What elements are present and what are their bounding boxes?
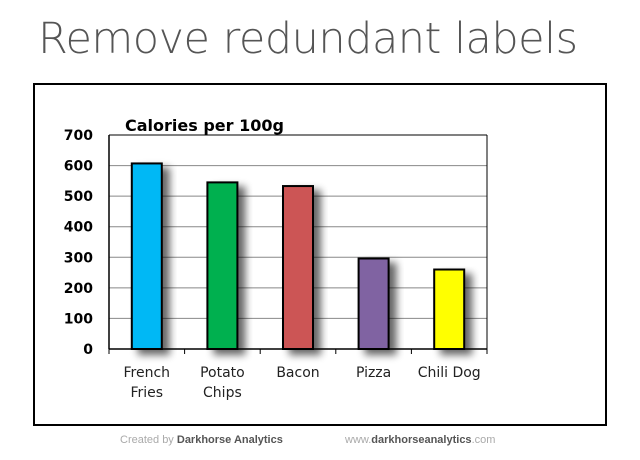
- y-tick-label: 300: [64, 250, 93, 266]
- y-tick-label: 700: [64, 128, 93, 144]
- bar-3: [357, 257, 390, 351]
- y-tick-label: 200: [64, 281, 93, 297]
- bar-2: [282, 185, 314, 350]
- slide-title: Remove redundant labels: [38, 14, 578, 64]
- y-tick-label: 400: [64, 220, 93, 236]
- y-tick-label: 0: [83, 342, 93, 358]
- bar-1: [206, 181, 239, 350]
- y-tick-label: 600: [64, 159, 93, 175]
- url-brand: darkhorseanalytics: [371, 434, 472, 446]
- footer-url: www.darkhorseanalytics.com: [345, 434, 495, 446]
- url-prefix: www.: [345, 434, 372, 446]
- url-suffix: .com: [471, 434, 496, 446]
- bar-0: [130, 162, 163, 350]
- footer-credit: Created by Darkhorse Analytics: [120, 434, 283, 446]
- x-tick-label: Chili Dog: [418, 365, 481, 381]
- x-tick-label: Bacon: [276, 365, 319, 381]
- chart-title: Calories per 100g: [125, 116, 284, 135]
- credit-brand: Darkhorse Analytics: [176, 434, 283, 446]
- credit-prefix: Created by: [120, 434, 174, 446]
- x-tick-label: French Fries: [124, 365, 171, 401]
- y-tick-label: 100: [64, 311, 93, 327]
- chart-frame: [33, 83, 607, 426]
- bar-4: [433, 268, 466, 350]
- x-tick-label: Pizza: [356, 365, 391, 381]
- x-tick-label: Potato Chips: [200, 365, 245, 401]
- y-tick-label: 500: [64, 189, 93, 205]
